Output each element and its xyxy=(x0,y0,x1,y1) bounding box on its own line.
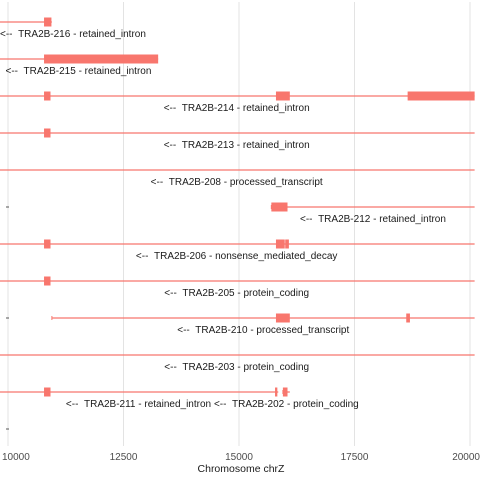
transcript: <-- TRA2B-215 - retained_intron xyxy=(0,54,159,77)
strand-arrow: <-- xyxy=(151,177,169,188)
exon xyxy=(275,387,278,397)
strand-arrow: <-- xyxy=(300,214,318,225)
transcript: <-- TRA2B-208 - processed_transcript xyxy=(0,169,475,188)
transcript-name: TRA2B-205 - protein_coding xyxy=(182,288,309,299)
x-axis-ticks: 10000 12500 15000 17500 20000 xyxy=(2,452,480,463)
x-tick-label: 15000 xyxy=(225,452,253,463)
transcript: <-- TRA2B-203 - protein_coding xyxy=(0,354,475,373)
exon xyxy=(44,387,51,397)
transcript-label: <-- TRA2B-215 - retained_intron xyxy=(5,66,151,77)
exon xyxy=(271,202,288,212)
strand-arrow: <-- xyxy=(164,362,182,373)
transcript: <-- TRA2B-205 - protein_coding xyxy=(0,276,475,299)
exon xyxy=(282,387,288,397)
transcript-label: <-- TRA2B-211 - retained_intron xyxy=(66,399,211,410)
transcript-name: TRA2B-210 - processed_transcript xyxy=(195,325,349,336)
strand-arrow: <-- xyxy=(164,103,182,114)
transcript-tracks: <-- TRA2B-216 - retained_intron<-- TRA2B… xyxy=(0,17,475,410)
transcript-name: TRA2B-206 - nonsense_mediated_decay xyxy=(154,251,337,262)
transcript: <-- TRA2B-210 - processed_transcript xyxy=(51,313,475,336)
transcript-label: <-- TRA2B-214 - retained_intron xyxy=(164,103,310,114)
transcript-label: <-- TRA2B-216 - retained_intron xyxy=(0,29,146,40)
strand-arrow: <-- xyxy=(136,251,154,262)
exon xyxy=(44,17,52,27)
transcript: <-- TRA2B-206 - nonsense_mediated_decay xyxy=(0,239,475,262)
strand-arrow: <-- xyxy=(5,66,23,77)
x-tick-label: 12500 xyxy=(110,452,138,463)
transcript-name: TRA2B-216 - retained_intron xyxy=(18,29,146,40)
transcript: <-- TRA2B-216 - retained_intron xyxy=(0,17,146,40)
strand-arrow: <-- xyxy=(164,288,182,299)
exon xyxy=(285,239,289,249)
x-tick-label: 20000 xyxy=(452,452,480,463)
transcript-label: <-- TRA2B-212 - retained_intron xyxy=(300,214,446,225)
transcript-label: <-- TRA2B-208 - processed_transcript xyxy=(151,177,323,188)
transcript-label: <-- TRA2B-205 - protein_coding xyxy=(164,288,309,299)
exon xyxy=(407,91,475,101)
exon xyxy=(44,276,51,286)
transcript: <-- TRA2B-214 - retained_intron xyxy=(0,91,475,114)
transcript: <-- TRA2B-211 - retained_intron xyxy=(0,387,279,410)
strand-arrow: <-- xyxy=(214,399,232,410)
exon xyxy=(44,54,159,64)
strand-arrow: <-- xyxy=(177,325,195,336)
transcript: <-- TRA2B-212 - retained_intron xyxy=(270,202,475,225)
exon xyxy=(44,128,51,138)
transcript-name: TRA2B-215 - retained_intron xyxy=(24,66,152,77)
transcript-label: <-- TRA2B-213 - retained_intron xyxy=(164,140,310,151)
transcript: <-- TRA2B-213 - retained_intron xyxy=(0,128,475,151)
transcript-label: <-- TRA2B-202 - protein_coding xyxy=(214,399,359,410)
x-axis-label: Chromosome chrZ xyxy=(198,463,286,475)
transcript-name: TRA2B-203 - protein_coding xyxy=(182,362,309,373)
transcript-name: TRA2B-214 - retained_intron xyxy=(182,103,310,114)
transcript-label: <-- TRA2B-206 - nonsense_mediated_decay xyxy=(136,251,338,262)
exon xyxy=(44,91,51,101)
exon xyxy=(275,91,290,101)
transcript-name: TRA2B-208 - processed_transcript xyxy=(169,177,323,188)
transcript-name: TRA2B-211 - retained_intron xyxy=(84,399,211,410)
transcript-label: <-- TRA2B-203 - protein_coding xyxy=(164,362,309,373)
exon xyxy=(275,313,290,323)
strand-arrow: <-- xyxy=(0,29,18,40)
exon xyxy=(44,239,51,249)
strand-arrow: <-- xyxy=(164,140,182,151)
strand-arrow: <-- xyxy=(66,399,84,410)
exon xyxy=(275,239,285,249)
transcript-label: <-- TRA2B-210 - processed_transcript xyxy=(177,325,349,336)
transcript: <-- TRA2B-202 - protein_coding xyxy=(214,387,359,410)
x-tick-label: 10000 xyxy=(2,452,30,463)
transcript-name: TRA2B-202 - protein_coding xyxy=(232,399,359,410)
transcript-name: TRA2B-212 - retained_intron xyxy=(318,214,446,225)
x-tick-label: 17500 xyxy=(341,452,369,463)
exon xyxy=(406,313,410,323)
transcript-name: TRA2B-213 - retained_intron xyxy=(182,140,310,151)
